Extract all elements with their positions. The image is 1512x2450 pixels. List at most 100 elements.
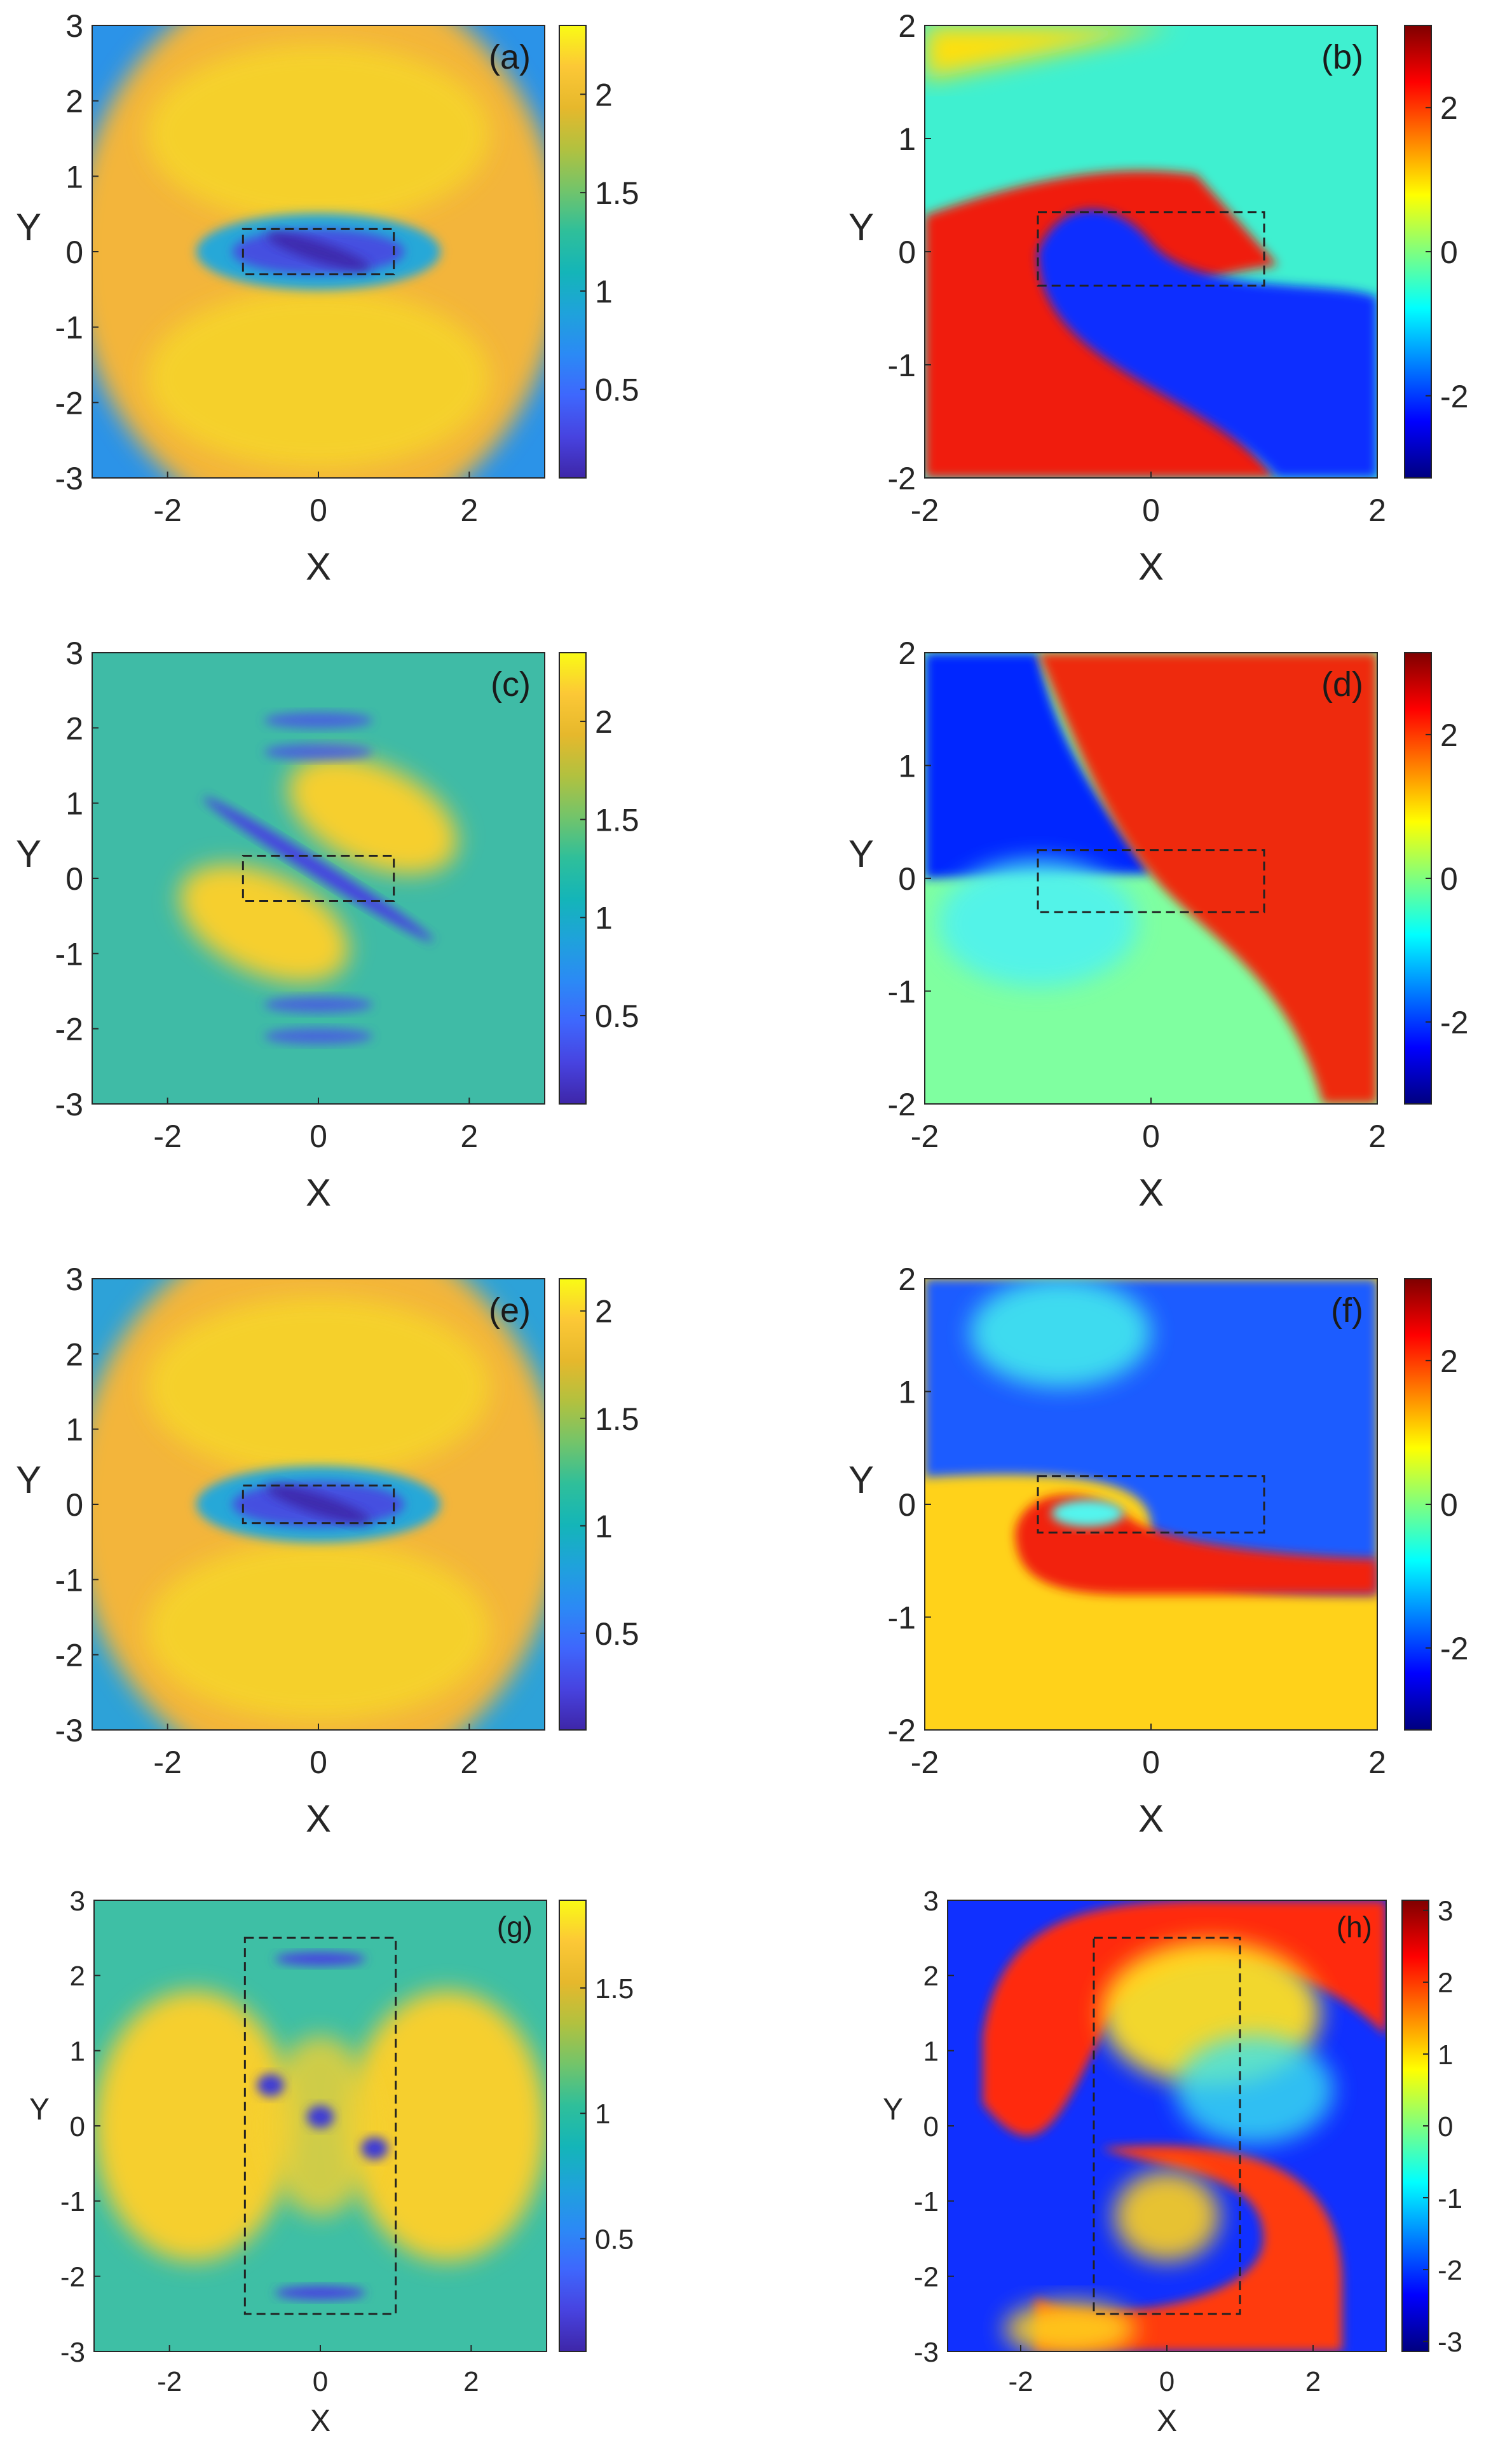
- y-axis-label: Y: [848, 1459, 874, 1501]
- x-tick-label: -2: [153, 1745, 181, 1780]
- y-tick-label: -2: [914, 2262, 939, 2293]
- y-axis-label: Y: [16, 1459, 41, 1501]
- dashed-box: [1037, 849, 1265, 913]
- y-axis-label: Y: [848, 833, 874, 875]
- y-tick-label: -1: [888, 974, 916, 1010]
- x-tick-label: 2: [1368, 493, 1386, 528]
- x-tick-label: 0: [1159, 2366, 1175, 2397]
- dashed-box: [1093, 1936, 1241, 2315]
- colorbar-tick-label: 2: [595, 704, 613, 740]
- colorbar-tick-label: -2: [1438, 2255, 1462, 2286]
- colorbar: 3 2 1 0 -1 -2 -3: [1401, 1896, 1462, 2358]
- panel-b: -2 0 2 2 1 0 -1 -2 X Y (b) 2 0 -2: [848, 8, 1469, 588]
- colorbar-tick-label: 1: [1438, 2039, 1453, 2071]
- x-axis-label: X: [306, 545, 331, 588]
- heatmap-field: [92, 653, 545, 1104]
- colorbar-gradient: [559, 1900, 587, 2352]
- panel-d: -2 0 2 2 1 0 -1 -2 X Y (d) 2 0 -2: [848, 636, 1469, 1214]
- x-tick-label: 2: [460, 1745, 478, 1780]
- dashed-box: [243, 1936, 397, 2315]
- colorbar-tick-label: 1: [595, 901, 613, 936]
- y-tick-label: 3: [923, 1886, 939, 1917]
- colorbar: 2 0 -2: [1404, 1278, 1468, 1731]
- colorbar-tick-label: 0.5: [595, 2224, 634, 2255]
- y-tick-label: -3: [60, 2337, 85, 2368]
- heatmap-field: [925, 1279, 1377, 1730]
- colorbar: 0.5 1 1.5 2: [559, 652, 639, 1105]
- panel-h: -2 0 2 3 2 1 0 -1 -2 -3 X Y (h) 3 2 1 0 -1 -2 -3: [883, 1886, 1462, 2438]
- y-tick-label: -2: [888, 1713, 916, 1748]
- colorbar-tick-label: 0: [1440, 861, 1458, 897]
- y-tick-label: 1: [898, 1375, 916, 1410]
- y-tick-label: 2: [898, 8, 916, 44]
- panel-label: (h): [1337, 1910, 1372, 1943]
- colorbar-tick-label: 2: [595, 77, 613, 112]
- y-tick-label: 1: [65, 1412, 83, 1448]
- dashed-box: [1037, 211, 1265, 287]
- heatmap-field: [925, 653, 1377, 1104]
- dashed-box: [242, 228, 395, 276]
- colorbar-tick-label: 0.5: [595, 998, 639, 1034]
- colorbar: 0.5 1 1.5: [559, 1900, 634, 2352]
- dashed-box: [242, 1484, 395, 1525]
- colorbar: 2 0 -2: [1404, 652, 1468, 1105]
- panel-a: -2 0 2 3 2 1 0 -1 -2 -3 X Y (a) 0.5 1 1.5 2: [16, 8, 639, 588]
- colorbar-tick-label: 2: [1440, 718, 1458, 753]
- x-tick-label: 0: [1142, 493, 1160, 528]
- colorbar-tick-label: -1: [1438, 2183, 1462, 2214]
- x-tick-label: -2: [1008, 2366, 1033, 2397]
- colorbar-tick-label: 1: [595, 274, 613, 310]
- y-tick-label: 0: [898, 235, 916, 270]
- colorbar: 0.5 1 1.5 2: [559, 25, 639, 479]
- colorbar-tick-label: -3: [1438, 2327, 1462, 2358]
- y-tick-label: 0: [65, 235, 83, 270]
- y-tick-label: -2: [55, 385, 83, 421]
- x-tick-label: 0: [310, 493, 327, 528]
- x-tick-label: 0: [1142, 1745, 1160, 1780]
- x-tick-label: 0: [1142, 1119, 1160, 1154]
- y-tick-label: 0: [923, 2111, 939, 2142]
- panel-label: (f): [1331, 1291, 1363, 1330]
- y-tick-label: 0: [898, 1487, 916, 1523]
- y-tick-label: -1: [914, 2186, 939, 2217]
- x-tick-label: -2: [153, 493, 181, 528]
- panel-label: (b): [1321, 38, 1363, 76]
- colorbar-tick-label: 0: [1440, 1487, 1458, 1523]
- y-tick-label: -1: [888, 1600, 916, 1636]
- colorbar-tick-label: -2: [1440, 1631, 1468, 1666]
- colorbar: 2 0 -2: [1404, 25, 1468, 479]
- y-tick-label: -2: [55, 1012, 83, 1047]
- x-tick-label: 2: [463, 2366, 479, 2397]
- y-tick-label: -2: [888, 1087, 916, 1122]
- panel-label: (a): [489, 38, 531, 76]
- y-tick-label: 0: [65, 1487, 83, 1523]
- dashed-box: [242, 855, 395, 902]
- y-tick-label: 1: [65, 786, 83, 822]
- colorbar-tick-label: 3: [1438, 1896, 1453, 1927]
- y-tick-label: -3: [55, 1713, 83, 1748]
- colorbar-gradient: [559, 1278, 587, 1731]
- y-tick-label: -3: [55, 1087, 83, 1122]
- panel-label: (d): [1321, 665, 1363, 704]
- y-tick-label: 0: [898, 861, 916, 897]
- y-tick-label: 3: [65, 1262, 83, 1297]
- x-axis-label: X: [310, 2404, 330, 2438]
- colorbar-tick-label: 1: [595, 2099, 610, 2130]
- colorbar-tick-label: 1: [595, 1509, 613, 1544]
- y-tick-label: -1: [55, 1562, 83, 1598]
- heatmap-field: [94, 1900, 547, 2351]
- y-tick-label: 0: [65, 861, 83, 897]
- y-tick-label: 0: [70, 2111, 85, 2142]
- x-tick-label: -2: [153, 1119, 181, 1154]
- y-axis-label: Y: [16, 206, 41, 248]
- x-tick-label: 0: [313, 2366, 328, 2397]
- y-tick-label: -2: [60, 2262, 85, 2293]
- x-tick-label: 0: [310, 1745, 327, 1780]
- colorbar-tick-label: -2: [1440, 379, 1468, 414]
- x-tick-label: -2: [157, 2366, 182, 2397]
- y-tick-label: 3: [65, 636, 83, 671]
- x-tick-label: 2: [460, 493, 478, 528]
- y-tick-label: -1: [55, 310, 83, 346]
- y-tick-label: 1: [65, 159, 83, 194]
